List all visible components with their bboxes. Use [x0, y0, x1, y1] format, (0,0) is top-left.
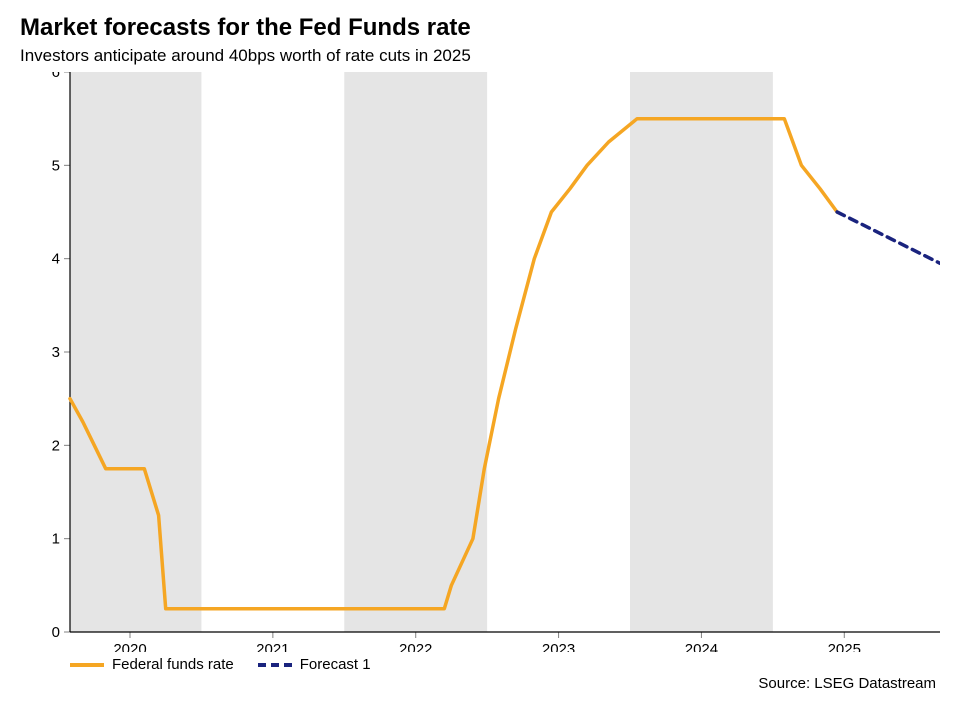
x-tick-label: 2025	[828, 641, 861, 652]
x-tick-label: 2023	[542, 641, 575, 652]
shaded-band	[70, 72, 201, 632]
chart-container: Market forecasts for the Fed Funds rate …	[0, 0, 960, 720]
y-tick-label: 4	[52, 251, 60, 268]
shaded-band	[630, 72, 773, 632]
chart-plot-area: 0 1 2 3 4 5 6 2020 2021 2022 2023 2024 2025	[20, 72, 940, 652]
legend-label: Forecast 1	[300, 656, 371, 673]
legend-swatch-forecast	[258, 663, 292, 667]
source-attribution: Source: LSEG Datastream	[20, 675, 940, 692]
x-tick-label: 2020	[113, 641, 146, 652]
legend-label: Federal funds rate	[112, 656, 234, 673]
x-tick-label: 2022	[399, 641, 432, 652]
legend-item-federal-funds: Federal funds rate	[70, 656, 234, 673]
y-tick-label: 0	[52, 624, 60, 641]
chart-legend: Federal funds rate Forecast 1	[20, 656, 940, 673]
shaded-band	[344, 72, 487, 632]
legend-item-forecast: Forecast 1	[258, 656, 371, 673]
series-line	[837, 212, 940, 263]
x-tick-label: 2021	[256, 641, 289, 652]
y-tick-label: 1	[52, 531, 60, 548]
y-tick-label: 6	[52, 72, 60, 81]
chart-title: Market forecasts for the Fed Funds rate	[20, 14, 940, 42]
x-tick-label: 2024	[685, 641, 718, 652]
y-tick-label: 2	[52, 437, 60, 454]
legend-swatch-federal-funds	[70, 663, 104, 667]
chart-svg: 0 1 2 3 4 5 6 2020 2021 2022 2023 2024 2025	[20, 72, 940, 652]
chart-subtitle: Investors anticipate around 40bps worth …	[20, 46, 940, 66]
y-tick-label: 3	[52, 344, 60, 361]
y-tick-label: 5	[52, 157, 60, 174]
